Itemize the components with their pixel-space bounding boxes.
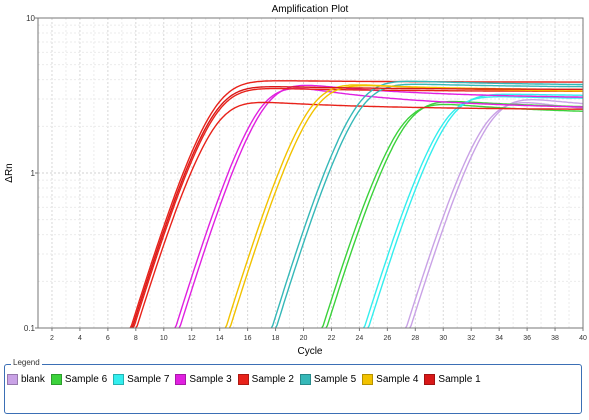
legend-item-sample-1: Sample 1 [424, 374, 481, 385]
x-tick-label: 36 [523, 335, 531, 342]
x-tick-label: 32 [467, 335, 475, 342]
x-tick-label: 18 [272, 335, 280, 342]
legend-swatch [50, 374, 62, 385]
curve-sample-3-1 [174, 87, 583, 329]
legend-item-blank: blank [7, 374, 45, 385]
legend-item-sample-5: Sample 5 [299, 374, 357, 385]
curve-blank-1 [404, 102, 584, 329]
ticks: 2 4 6 8 10 12 14 16 18 20 22 24 26 28 30 32 34 36 38 400.11… [24, 14, 587, 342]
x-tick-label: 22 [328, 335, 336, 342]
grid [37, 17, 584, 329]
x-tick-label: 2 [50, 335, 54, 342]
curve-sample-5-1 [270, 80, 583, 329]
curve-sample-4-2 [228, 85, 583, 329]
legend-swatch [362, 374, 374, 385]
legend-label: Sample 5 [313, 374, 357, 385]
curve-blank-2 [409, 99, 584, 329]
x-tick-label: 10 [160, 335, 168, 342]
x-tick-label: 12 [188, 335, 196, 342]
x-tick-label: 38 [551, 335, 559, 342]
legend-item-sample-7: Sample 7 [113, 374, 169, 385]
legend-item-sample-6: Sample 6 [50, 374, 108, 385]
legend-label: Sample 4 [376, 374, 419, 385]
legend-item-sample-3: Sample 3 [175, 374, 232, 385]
x-tick-label: 14 [216, 335, 224, 342]
legend-title: Legend [11, 358, 42, 367]
x-tick-label: 20 [300, 335, 308, 342]
x-tick-label: 24 [356, 335, 364, 342]
x-tick-label: 26 [383, 335, 391, 342]
legend-swatch [175, 374, 187, 385]
curve-sample-2-3 [135, 101, 583, 329]
curve-sample-4-1 [224, 84, 583, 329]
legend-label: Sample 7 [127, 374, 170, 385]
legend-item-sample-4: Sample 4 [362, 374, 418, 385]
x-tick-label: 16 [244, 335, 252, 342]
curve-sample-7-1 [362, 96, 583, 329]
y-tick-label: 10 [26, 14, 35, 23]
legend-label: blank [21, 374, 45, 385]
amplification-plot: Amplification Plot ΔRn Cycle 2 4 6 8 10 12 14 1… [4, 4, 587, 357]
curve-sample-7-2 [367, 93, 583, 329]
curve-sample-5-2 [274, 83, 583, 329]
legend-label: Sample 2 [251, 374, 294, 385]
x-tick-label: 34 [495, 335, 503, 342]
curve-sample-1-1 [130, 86, 583, 329]
x-tick-label: 28 [411, 335, 419, 342]
y-tick-label: 1 [31, 169, 36, 178]
legend-label: Sample 1 [438, 374, 481, 385]
curve-sample-6-1 [321, 103, 584, 329]
legend-items: blank Sample 6 Sample 7 Sample 3 Sample 2 Sam… [7, 374, 487, 385]
legend-swatch [7, 374, 18, 385]
legend-swatch [113, 374, 125, 385]
x-axis-label: Cycle [297, 346, 322, 357]
legend-label: Sample 3 [189, 374, 232, 385]
chart-title: Amplification Plot [272, 4, 349, 15]
x-tick-label: 4 [78, 335, 82, 342]
x-tick-label: 8 [134, 335, 138, 342]
legend-swatch [299, 374, 311, 385]
y-tick-label: 0.1 [24, 324, 36, 333]
legend-label: Sample 6 [64, 374, 108, 385]
legend: Legend blank Sample 6 Sample 7 Sample 3 Samp… [4, 358, 582, 414]
y-axis-label: ΔRn [4, 163, 15, 182]
curve-sample-3-2 [178, 84, 583, 329]
legend-swatch [237, 374, 249, 385]
curve-sample-6-2 [325, 100, 583, 329]
x-tick-label: 30 [439, 335, 447, 342]
legend-swatch [424, 374, 436, 385]
curves [129, 80, 584, 329]
curve-sample-2-2 [132, 87, 583, 329]
x-tick-label: 6 [106, 335, 110, 342]
x-tick-label: 40 [579, 335, 587, 342]
legend-item-sample-2: Sample 2 [237, 374, 294, 385]
curve-sample-2-1 [129, 80, 583, 329]
